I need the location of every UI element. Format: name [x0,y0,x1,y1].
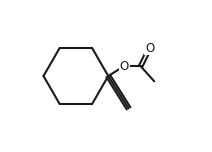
Text: O: O [119,60,129,73]
Text: O: O [145,42,154,55]
